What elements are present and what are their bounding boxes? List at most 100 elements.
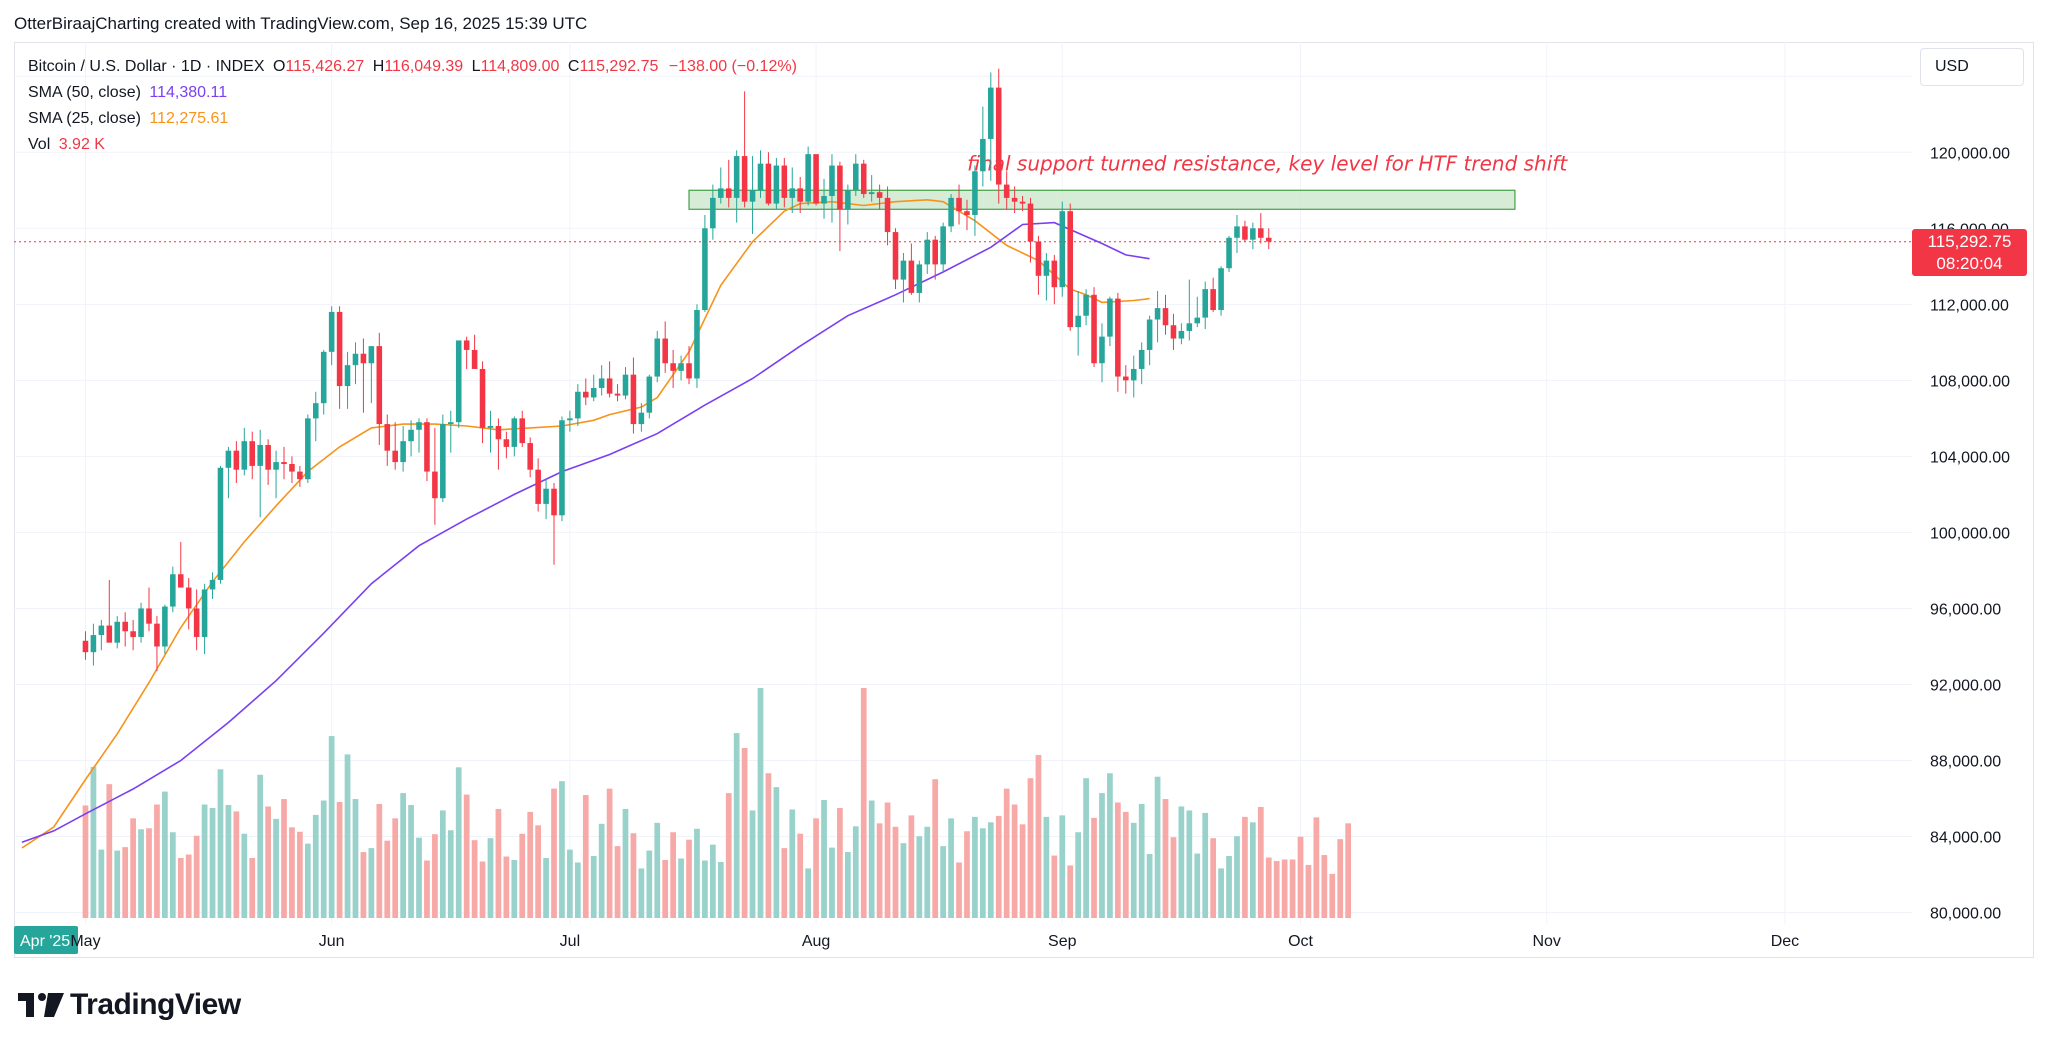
volume-bar: [1130, 822, 1137, 918]
candle-body: [837, 165, 843, 210]
candle-body: [964, 211, 970, 215]
volume-bar: [829, 847, 835, 918]
candle: [344, 351, 351, 409]
candle: [122, 612, 128, 647]
y-tick-label: 108,000.00: [1930, 373, 2010, 390]
volume-bar: [559, 781, 565, 918]
candle: [868, 175, 875, 202]
candle: [821, 178, 827, 219]
candle-body: [249, 441, 256, 466]
tradingview-logo[interactable]: TradingView: [18, 988, 241, 1022]
candle: [241, 427, 248, 476]
candle: [312, 391, 319, 442]
volume-bar: [328, 736, 335, 918]
volume-bar: [193, 835, 200, 918]
candle: [662, 321, 668, 373]
candle: [789, 167, 796, 214]
candle-body: [1265, 237, 1272, 242]
x-tick-label: Apr '25: [20, 933, 70, 950]
candle-body: [932, 239, 938, 265]
x-label-highlight: [14, 926, 78, 954]
volume-bar: [868, 800, 875, 918]
volume-bar: [416, 837, 422, 918]
candle-body: [598, 378, 605, 388]
candle: [1059, 201, 1066, 297]
currency-selector[interactable]: USD: [1920, 48, 2024, 86]
volume-bar: [439, 810, 446, 918]
volume-bars: [82, 688, 1352, 918]
candle-body: [662, 338, 668, 364]
candle-body: [177, 574, 184, 588]
legend-sma50-row[interactable]: SMA (50, close) 114,380.11: [28, 80, 797, 106]
volume-bar: [773, 787, 780, 918]
candle: [678, 355, 684, 381]
volume-bar: [662, 860, 669, 918]
candle-body: [1075, 315, 1081, 328]
volume-bar: [82, 805, 89, 918]
candle: [1250, 222, 1256, 250]
candle-body: [106, 625, 113, 643]
candle-body: [789, 188, 796, 198]
candle: [972, 165, 978, 236]
volume-bar: [813, 818, 819, 918]
candle: [1218, 266, 1224, 316]
candle: [320, 349, 327, 415]
volume-bar: [567, 849, 573, 918]
candle: [1170, 313, 1177, 350]
candle-body: [495, 425, 502, 440]
candle-body: [884, 197, 891, 233]
volume-bar: [471, 840, 478, 918]
legend-sma25-row[interactable]: SMA (25, close) 112,275.61: [28, 106, 797, 132]
volume-bar: [972, 816, 978, 918]
candle: [995, 68, 1002, 204]
x-tick-label: Jun: [319, 933, 345, 950]
candle: [892, 228, 899, 290]
volume-bar: [598, 823, 605, 918]
volume-bar: [1154, 776, 1161, 918]
volume-bar: [1345, 823, 1352, 918]
candle-body: [479, 368, 486, 428]
candle: [146, 587, 152, 632]
volume-bar: [1099, 793, 1105, 918]
volume-bar: [503, 856, 510, 918]
low-value: 114,809.00: [480, 58, 560, 75]
candle-body: [233, 450, 240, 470]
candle-body: [995, 87, 1002, 185]
candle-body: [725, 188, 732, 198]
candle-body: [225, 450, 232, 468]
candle-body: [876, 192, 883, 198]
candle-body: [1123, 376, 1129, 381]
candle: [1202, 281, 1208, 330]
candle-body: [1250, 228, 1256, 240]
last-price-badge: 115,292.75 08:20:04: [1912, 228, 2027, 276]
candle-body: [853, 163, 859, 191]
candle-body: [805, 154, 811, 202]
volume-bar: [273, 818, 279, 918]
volume-bar: [257, 774, 264, 918]
candle: [495, 418, 502, 470]
volume-bar: [304, 843, 311, 918]
candle-body: [257, 444, 263, 466]
candle-body: [1202, 289, 1208, 318]
candle-body: [1226, 237, 1232, 269]
candle: [543, 479, 549, 520]
legend-symbol-row[interactable]: Bitcoin / U.S. Dollar · 1D · INDEX O115,…: [28, 54, 797, 80]
volume-bar: [876, 823, 883, 918]
candle-body: [606, 378, 613, 394]
candle-body: [487, 425, 494, 428]
candle-body: [845, 190, 851, 210]
candle-body: [551, 488, 557, 516]
candle-body: [678, 363, 684, 371]
candle-body: [622, 374, 629, 396]
candle-body: [646, 376, 653, 413]
legend-vol-row[interactable]: Vol 3.92 K: [28, 132, 797, 158]
volume-bar: [709, 844, 716, 918]
candle: [1234, 214, 1240, 253]
volume-bar: [1170, 837, 1177, 918]
volume-bar: [495, 808, 502, 918]
candle: [1027, 197, 1034, 263]
volume-bar: [384, 840, 391, 918]
volume-bar: [432, 834, 438, 918]
volume-bar: [1011, 804, 1018, 918]
